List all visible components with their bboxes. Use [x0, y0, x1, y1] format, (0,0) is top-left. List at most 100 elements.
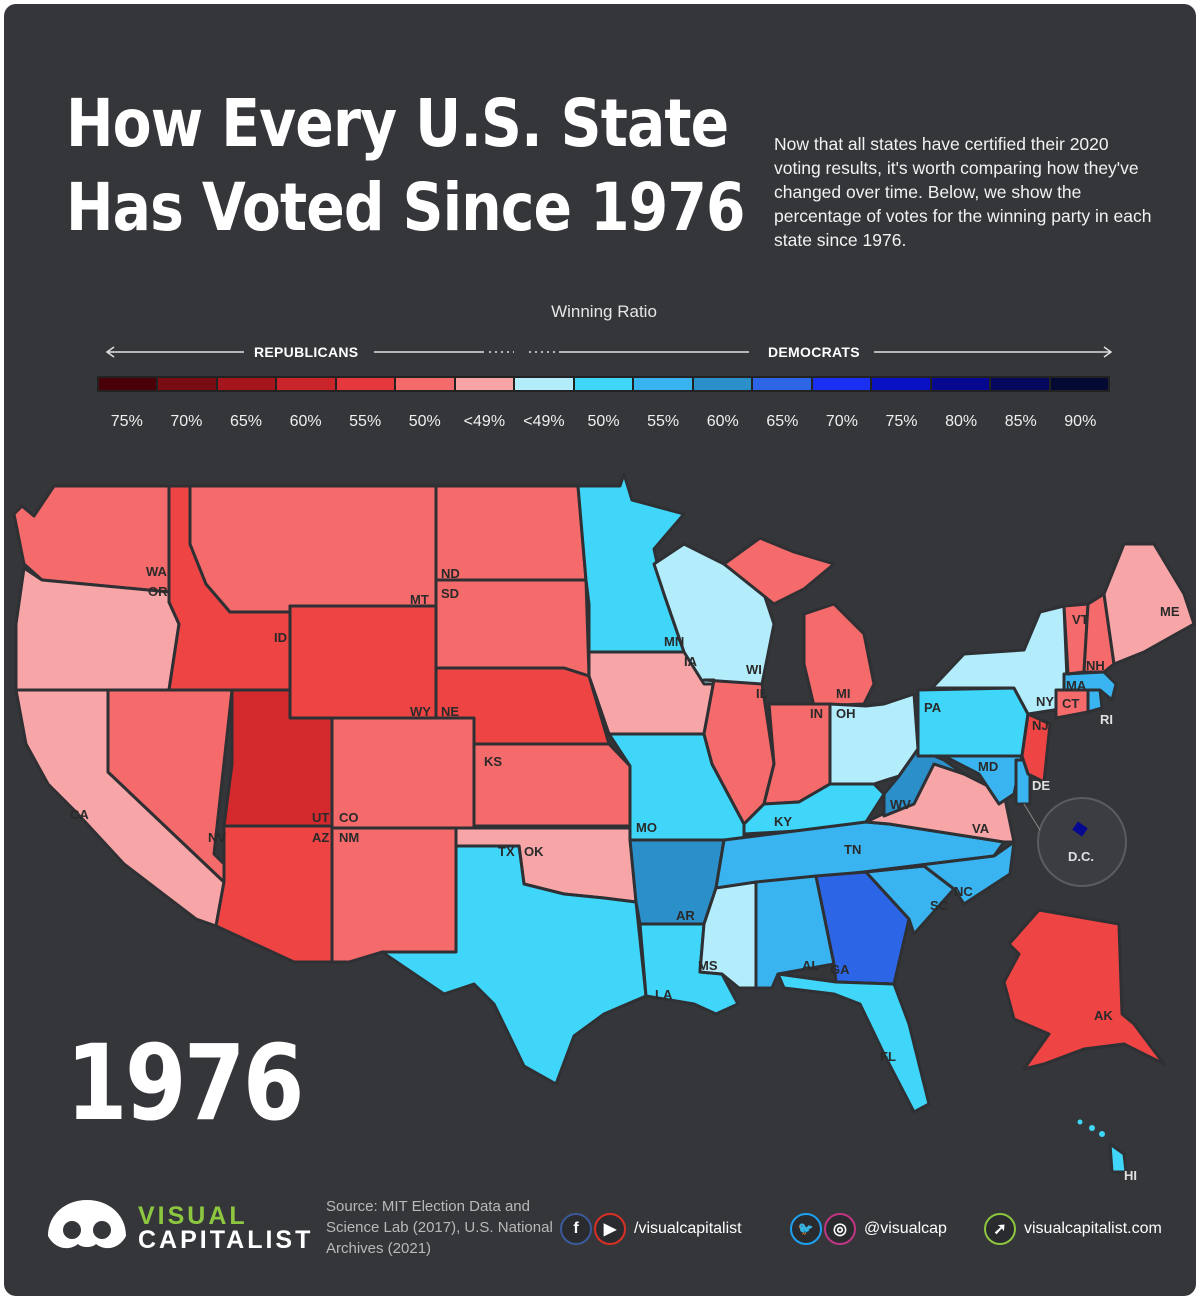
- label-wi: WI: [746, 662, 762, 677]
- state-md: [942, 754, 1024, 806]
- state-nj: [1020, 712, 1052, 784]
- facebook-icon[interactable]: f: [560, 1213, 592, 1245]
- label-wa: WA: [146, 564, 168, 579]
- label-ia: IA: [684, 654, 698, 669]
- legend-label: 90%: [1064, 413, 1097, 430]
- title-line-2: Has Voted Since 1976: [66, 169, 745, 246]
- brand-line-2: CAPITALIST: [138, 1226, 314, 1254]
- label-ri: RI: [1100, 712, 1113, 727]
- label-mt: MT: [410, 592, 429, 607]
- label-mn: MN: [664, 634, 684, 649]
- label-va: VA: [972, 821, 990, 836]
- state-mi: [722, 536, 876, 708]
- state-wy: [288, 604, 438, 720]
- label-ne: NE: [441, 704, 459, 719]
- label-ms: MS: [698, 958, 718, 973]
- label-oh: OH: [836, 706, 856, 721]
- social-handle-visualcapitalist[interactable]: /visualcapitalist: [634, 1220, 742, 1237]
- label-ca: CA: [70, 807, 89, 822]
- legend-label: 65%: [766, 413, 799, 430]
- legend-color-scale: [97, 376, 1110, 392]
- state-me: [1102, 542, 1196, 666]
- legend-label: 85%: [1004, 413, 1037, 430]
- label-ks: KS: [484, 754, 502, 769]
- legend-swatch: [991, 378, 1051, 390]
- hawaii-island: [1089, 1125, 1095, 1131]
- label-wy: WY: [410, 704, 431, 719]
- logo-icon: [48, 1200, 126, 1249]
- label-dc: D.C.: [1068, 849, 1094, 864]
- legend-swatch: [872, 378, 932, 390]
- legend-label: 50%: [587, 413, 620, 430]
- label-nh: NH: [1086, 658, 1105, 673]
- social-handle-visualcap[interactable]: @visualcap: [864, 1220, 947, 1237]
- legend-label: 60%: [289, 413, 322, 430]
- hawaii-island: [1099, 1131, 1105, 1137]
- source-text: Source: MIT Election Data and Science La…: [326, 1198, 553, 1257]
- label-il: IL: [756, 686, 768, 701]
- label-fl: FL: [880, 1049, 896, 1064]
- label-nm: NM: [339, 830, 359, 845]
- state-ri: [1086, 688, 1104, 714]
- instagram-icon[interactable]: ◎: [824, 1213, 856, 1245]
- legend-label: 70%: [170, 413, 203, 430]
- legend-swatch: [634, 378, 694, 390]
- label-mi: MI: [836, 686, 850, 701]
- legend-label: 55%: [349, 413, 382, 430]
- label-ok: OK: [524, 844, 544, 859]
- label-la: LA: [655, 987, 673, 1002]
- label-id: ID: [274, 630, 287, 645]
- legend-swatch: [158, 378, 218, 390]
- legend-label: 60%: [706, 413, 739, 430]
- democrats-label: DEMOCRATS: [768, 344, 860, 360]
- intro-text: Now that all states have certified their…: [774, 134, 1152, 250]
- label-mo: MO: [636, 820, 657, 835]
- label-ga: GA: [830, 962, 850, 977]
- legend-label: 65%: [229, 413, 262, 430]
- label-al: AL: [802, 958, 819, 973]
- legend-labels: 75% 70% 65% 60% 55% 50% <49% <49% 50% 55% 60% 65% 70…: [97, 413, 1110, 431]
- state-nm: [330, 826, 458, 964]
- page-title: How Every U.S. State Has Voted Since 197…: [66, 82, 745, 250]
- state-az: [214, 824, 334, 964]
- state-ak: [1002, 908, 1166, 1071]
- cursor-icon[interactable]: ➚: [984, 1213, 1016, 1245]
- legend-swatch: [336, 378, 397, 390]
- legend-swatch: [277, 378, 337, 390]
- label-ar: AR: [676, 908, 695, 923]
- state-nc: [862, 840, 1016, 906]
- legend-label: <49%: [463, 413, 506, 430]
- social-website[interactable]: ➚ visualcapitalist.com: [984, 1212, 1162, 1246]
- label-nd: ND: [441, 566, 460, 581]
- youtube-icon[interactable]: ▶: [594, 1213, 626, 1245]
- label-md: MD: [978, 759, 998, 774]
- label-vt: VT: [1072, 612, 1089, 627]
- state-hi: [1108, 1142, 1128, 1174]
- republicans-label: REPUBLICANS: [254, 344, 359, 360]
- label-wv: WV: [890, 797, 911, 812]
- legend-label: 70%: [825, 413, 858, 430]
- state-wv: [882, 747, 966, 818]
- website-link[interactable]: visualcapitalist.com: [1024, 1220, 1162, 1237]
- legend-swatch: [574, 378, 635, 390]
- label-ny: NY: [1036, 694, 1054, 709]
- label-pa: PA: [924, 700, 942, 715]
- social-youtube-facebook[interactable]: f ▶ /visualcapitalist: [560, 1212, 742, 1246]
- legend-swatch: [217, 378, 278, 390]
- legend-label: 50%: [408, 413, 441, 430]
- state-tx: [380, 844, 648, 1086]
- twitter-icon[interactable]: 🐦: [790, 1213, 822, 1245]
- brand-line-1: VISUAL: [138, 1202, 248, 1230]
- legend-title: Winning Ratio: [551, 302, 657, 321]
- legend-label: 80%: [945, 413, 978, 430]
- label-de: DE: [1032, 778, 1050, 793]
- social-twitter-instagram[interactable]: 🐦 ◎ @visualcap: [790, 1212, 947, 1246]
- legend-swatch: [753, 378, 813, 390]
- state-pa: [916, 686, 1030, 758]
- label-sc: SC: [930, 898, 949, 913]
- year-label: 1976: [66, 1022, 304, 1144]
- label-me: ME: [1160, 604, 1180, 619]
- label-nv: NV: [208, 830, 226, 845]
- legend-swatch: [455, 378, 516, 390]
- legend-label: 75%: [885, 413, 918, 430]
